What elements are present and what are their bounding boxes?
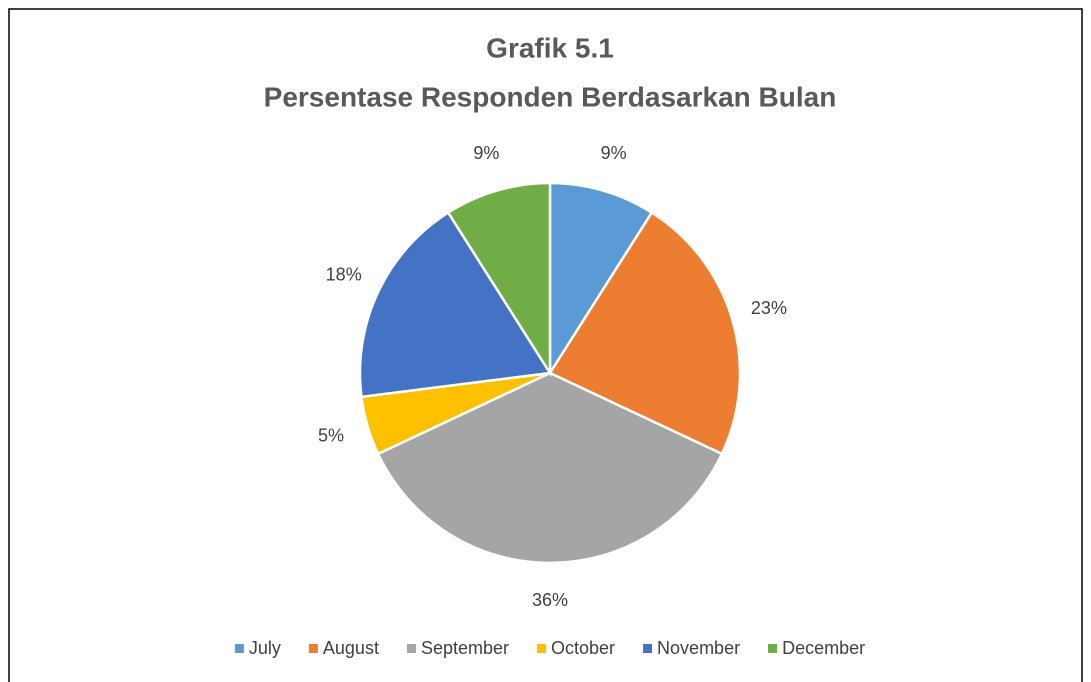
legend-swatch [234, 644, 244, 653]
legend-label: July [249, 638, 281, 658]
legend-swatch [768, 644, 778, 653]
legend-label: October [551, 638, 615, 658]
legend-swatch [643, 644, 653, 653]
legend-label: December [782, 638, 865, 658]
legend-label: November [657, 638, 740, 658]
pie-slice [376, 371, 724, 565]
data-label: 9% [473, 143, 499, 163]
pie-slice [358, 210, 553, 399]
data-label: 18% [326, 265, 362, 285]
legend-label: August [323, 638, 379, 658]
pie-slice [548, 210, 742, 456]
legend-label: September [421, 638, 509, 658]
pie-slice [446, 181, 552, 378]
chart-subtitle: Persentase Responden Berdasarkan Bulan [264, 81, 837, 112]
chart-title: Grafik 5.1 [486, 32, 614, 63]
data-label: 9% [601, 143, 627, 163]
legend-swatch [308, 644, 318, 653]
legend-swatch [537, 644, 547, 653]
pie-slice [548, 181, 654, 378]
legend-swatch [406, 644, 416, 653]
data-label: 23% [751, 298, 787, 318]
data-label: 36% [532, 590, 568, 610]
frame [8, 8, 1083, 682]
data-label: 5% [318, 425, 344, 445]
